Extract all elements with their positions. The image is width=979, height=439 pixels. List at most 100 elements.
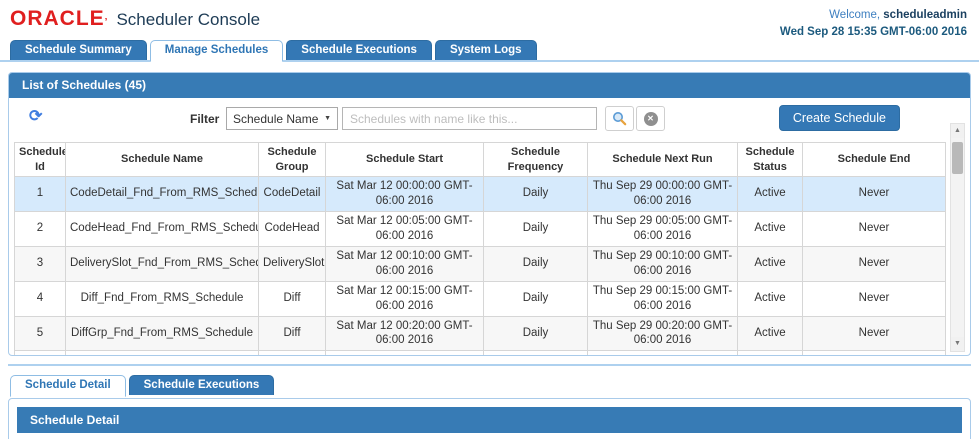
tab-schedule-detail[interactable]: Schedule Detail — [10, 375, 126, 397]
table-cell: Never — [802, 176, 946, 212]
table-cell: Thu Sep 29 00:15:00 GMT-06:00 2016 — [587, 280, 738, 317]
filter-label: Filter — [190, 112, 220, 126]
table-cell: DiffGrp_Fnd_From_RMS_Schedule — [65, 315, 259, 352]
column-header: Schedule Next Run — [587, 142, 738, 177]
table-cell: Daily — [483, 245, 588, 282]
create-schedule-button[interactable]: Create Schedule — [778, 105, 900, 131]
table-row[interactable]: 2 CodeHead_Fnd_From_RMS_Schedule CodeHead S… — [14, 210, 946, 247]
welcome-line: Welcome, scheduleadmin — [780, 7, 967, 24]
table-cell: Sat Mar 12 00:15:00 GMT-06:00 2016 — [325, 280, 484, 317]
clear-icon: ✕ — [643, 111, 658, 126]
table-cell: Diff — [258, 315, 326, 352]
table-cell: Diff_Fnd_From_RMS_Schedule — [65, 280, 259, 317]
username: scheduleadmin — [883, 9, 967, 21]
schedules-panel: List of Schedules (45) ⟳ Filter Schedule… — [8, 72, 971, 356]
tab-manage-schedules[interactable]: Manage Schedules — [149, 40, 284, 62]
tab-schedule-summary[interactable]: Schedule Summary — [10, 40, 147, 60]
table-cell: 5 — [14, 315, 66, 352]
table-cell: Sat Mar 12 00:20:00 GMT-06:00 2016 — [325, 315, 484, 352]
main-tabstrip: Schedule Summary Manage Schedules Schedu… — [0, 40, 979, 62]
schedules-table: Schedule Id Schedule Name Schedule Group Sc… — [14, 142, 946, 355]
table-cell: Never — [802, 210, 946, 247]
table-cell: Thu Sep 29 00:20:00 GMT-06:00 2016 — [587, 315, 738, 352]
current-datetime: Wed Sep 28 15:35 GMT-06:00 2016 — [779, 25, 967, 38]
table-cell: Sat Mar 12 00:10:00 GMT-06:00 2016 — [325, 245, 484, 282]
section-divider — [8, 364, 971, 366]
table-cell: Thu Sep 29 00:00:00 GMT-06:00 2016 — [587, 176, 738, 212]
filter-select[interactable]: Schedule Name ▼ — [226, 107, 338, 130]
table-row[interactable]: 5 DiffGrp_Fnd_From_RMS_Schedule Diff Sat Ma… — [14, 315, 946, 352]
table-cell: Diff — [258, 280, 326, 317]
table-cell: Active — [737, 280, 803, 317]
table-cell — [65, 350, 259, 355]
refresh-icon[interactable]: ⟳ — [29, 108, 43, 125]
table-cell: Never — [802, 245, 946, 282]
table-cell: CodeDetail_Fnd_From_RMS_Schedule — [65, 176, 259, 212]
tab-schedule-executions-detail[interactable]: Schedule Executions — [128, 375, 275, 395]
schedule-detail-panel: Schedule Detail — [8, 398, 971, 439]
table-cell: Daily — [483, 315, 588, 352]
detail-tabstrip: Schedule Detail Schedule Executions — [0, 375, 979, 397]
schedule-detail-title: Schedule Detail — [17, 407, 962, 433]
tab-system-logs[interactable]: System Logs — [434, 40, 537, 60]
table-cell: CodeHead — [258, 210, 326, 247]
table-cell: Active — [737, 176, 803, 212]
welcome-label: Welcome, — [829, 9, 881, 21]
scroll-down-icon[interactable]: ▼ — [951, 337, 964, 351]
table-cell: Sat Mar 12 00:05:00 GMT-06:00 2016 — [325, 210, 484, 247]
chevron-down-icon: ▼ — [324, 115, 331, 122]
table-cell: Never — [802, 280, 946, 317]
scroll-up-icon[interactable]: ▲ — [951, 124, 964, 138]
schedules-panel-title: List of Schedules (45) — [9, 73, 970, 98]
oracle-logo: ORACLE — [10, 7, 105, 30]
table-cell: 3 — [14, 245, 66, 282]
table-cell: DeliverySlot — [258, 245, 326, 282]
table-cell: Thu Sep 29 00:10:00 GMT-06:00 2016 — [587, 245, 738, 282]
column-header: Schedule Start — [325, 142, 484, 177]
column-header: Schedule Group — [258, 142, 326, 177]
table-cell — [737, 350, 803, 355]
filter-select-value: Schedule Name — [233, 111, 319, 126]
search-icon — [613, 112, 627, 126]
table-row[interactable]: 1 CodeDetail_Fnd_From_RMS_Schedule CodeDet… — [14, 176, 946, 212]
column-header: Schedule Frequency — [483, 142, 588, 177]
search-input[interactable] — [342, 107, 597, 130]
table-cell: Never — [802, 315, 946, 352]
table-cell: Sat Mar 12 00:00:00 GMT-06:00 2016 — [325, 176, 484, 212]
scrollbar-thumb[interactable] — [952, 142, 963, 174]
table-cell: CodeDetail — [258, 176, 326, 212]
app-header: ORACLE’ Scheduler Console Welcome, sched… — [0, 0, 979, 40]
table-cell: 2 — [14, 210, 66, 247]
table-cell — [587, 350, 738, 355]
clear-filter-button[interactable]: ✕ — [636, 106, 665, 131]
table-cell: Thu Sep 29 00:05:00 GMT-06:00 2016 — [587, 210, 738, 247]
vertical-scrollbar[interactable]: ▲ ▼ — [950, 123, 965, 352]
table-cell — [483, 350, 588, 355]
table-row[interactable]: 3 DeliverySlot_Fnd_From_RMS_Schedule Deliv… — [14, 245, 946, 282]
table-cell: Daily — [483, 210, 588, 247]
page-title: Scheduler Console — [116, 10, 261, 29]
table-cell — [14, 350, 66, 355]
table-cell — [325, 350, 484, 355]
table-cell — [802, 350, 946, 355]
column-header: Schedule Name — [65, 142, 259, 177]
table-cell: DeliverySlot_Fnd_From_RMS_Schedule — [65, 245, 259, 282]
table-cell: Active — [737, 315, 803, 352]
tab-schedule-executions[interactable]: Schedule Executions — [286, 40, 432, 60]
column-header: Schedule Id — [14, 142, 66, 177]
table-cell — [258, 350, 326, 355]
column-header: Schedule Status — [737, 142, 803, 177]
table-cell: Daily — [483, 176, 588, 212]
table-row-partial — [14, 350, 946, 355]
table-cell: 1 — [14, 176, 66, 212]
table-cell: Active — [737, 210, 803, 247]
oracle-trademark: ’ — [104, 17, 108, 28]
schedules-table-body: 1 CodeDetail_Fnd_From_RMS_Schedule CodeDet… — [14, 176, 946, 355]
table-cell: Active — [737, 245, 803, 282]
table-row[interactable]: 4 Diff_Fnd_From_RMS_Schedule Diff Sat Mar 1… — [14, 280, 946, 317]
table-cell: Daily — [483, 280, 588, 317]
table-cell: 4 — [14, 280, 66, 317]
search-button[interactable] — [605, 106, 634, 131]
schedules-toolbar: ⟳ Filter Schedule Name ▼ ✕ Create Schedu… — [9, 98, 970, 142]
table-header-row: Schedule Id Schedule Name Schedule Group Sc… — [14, 142, 946, 177]
